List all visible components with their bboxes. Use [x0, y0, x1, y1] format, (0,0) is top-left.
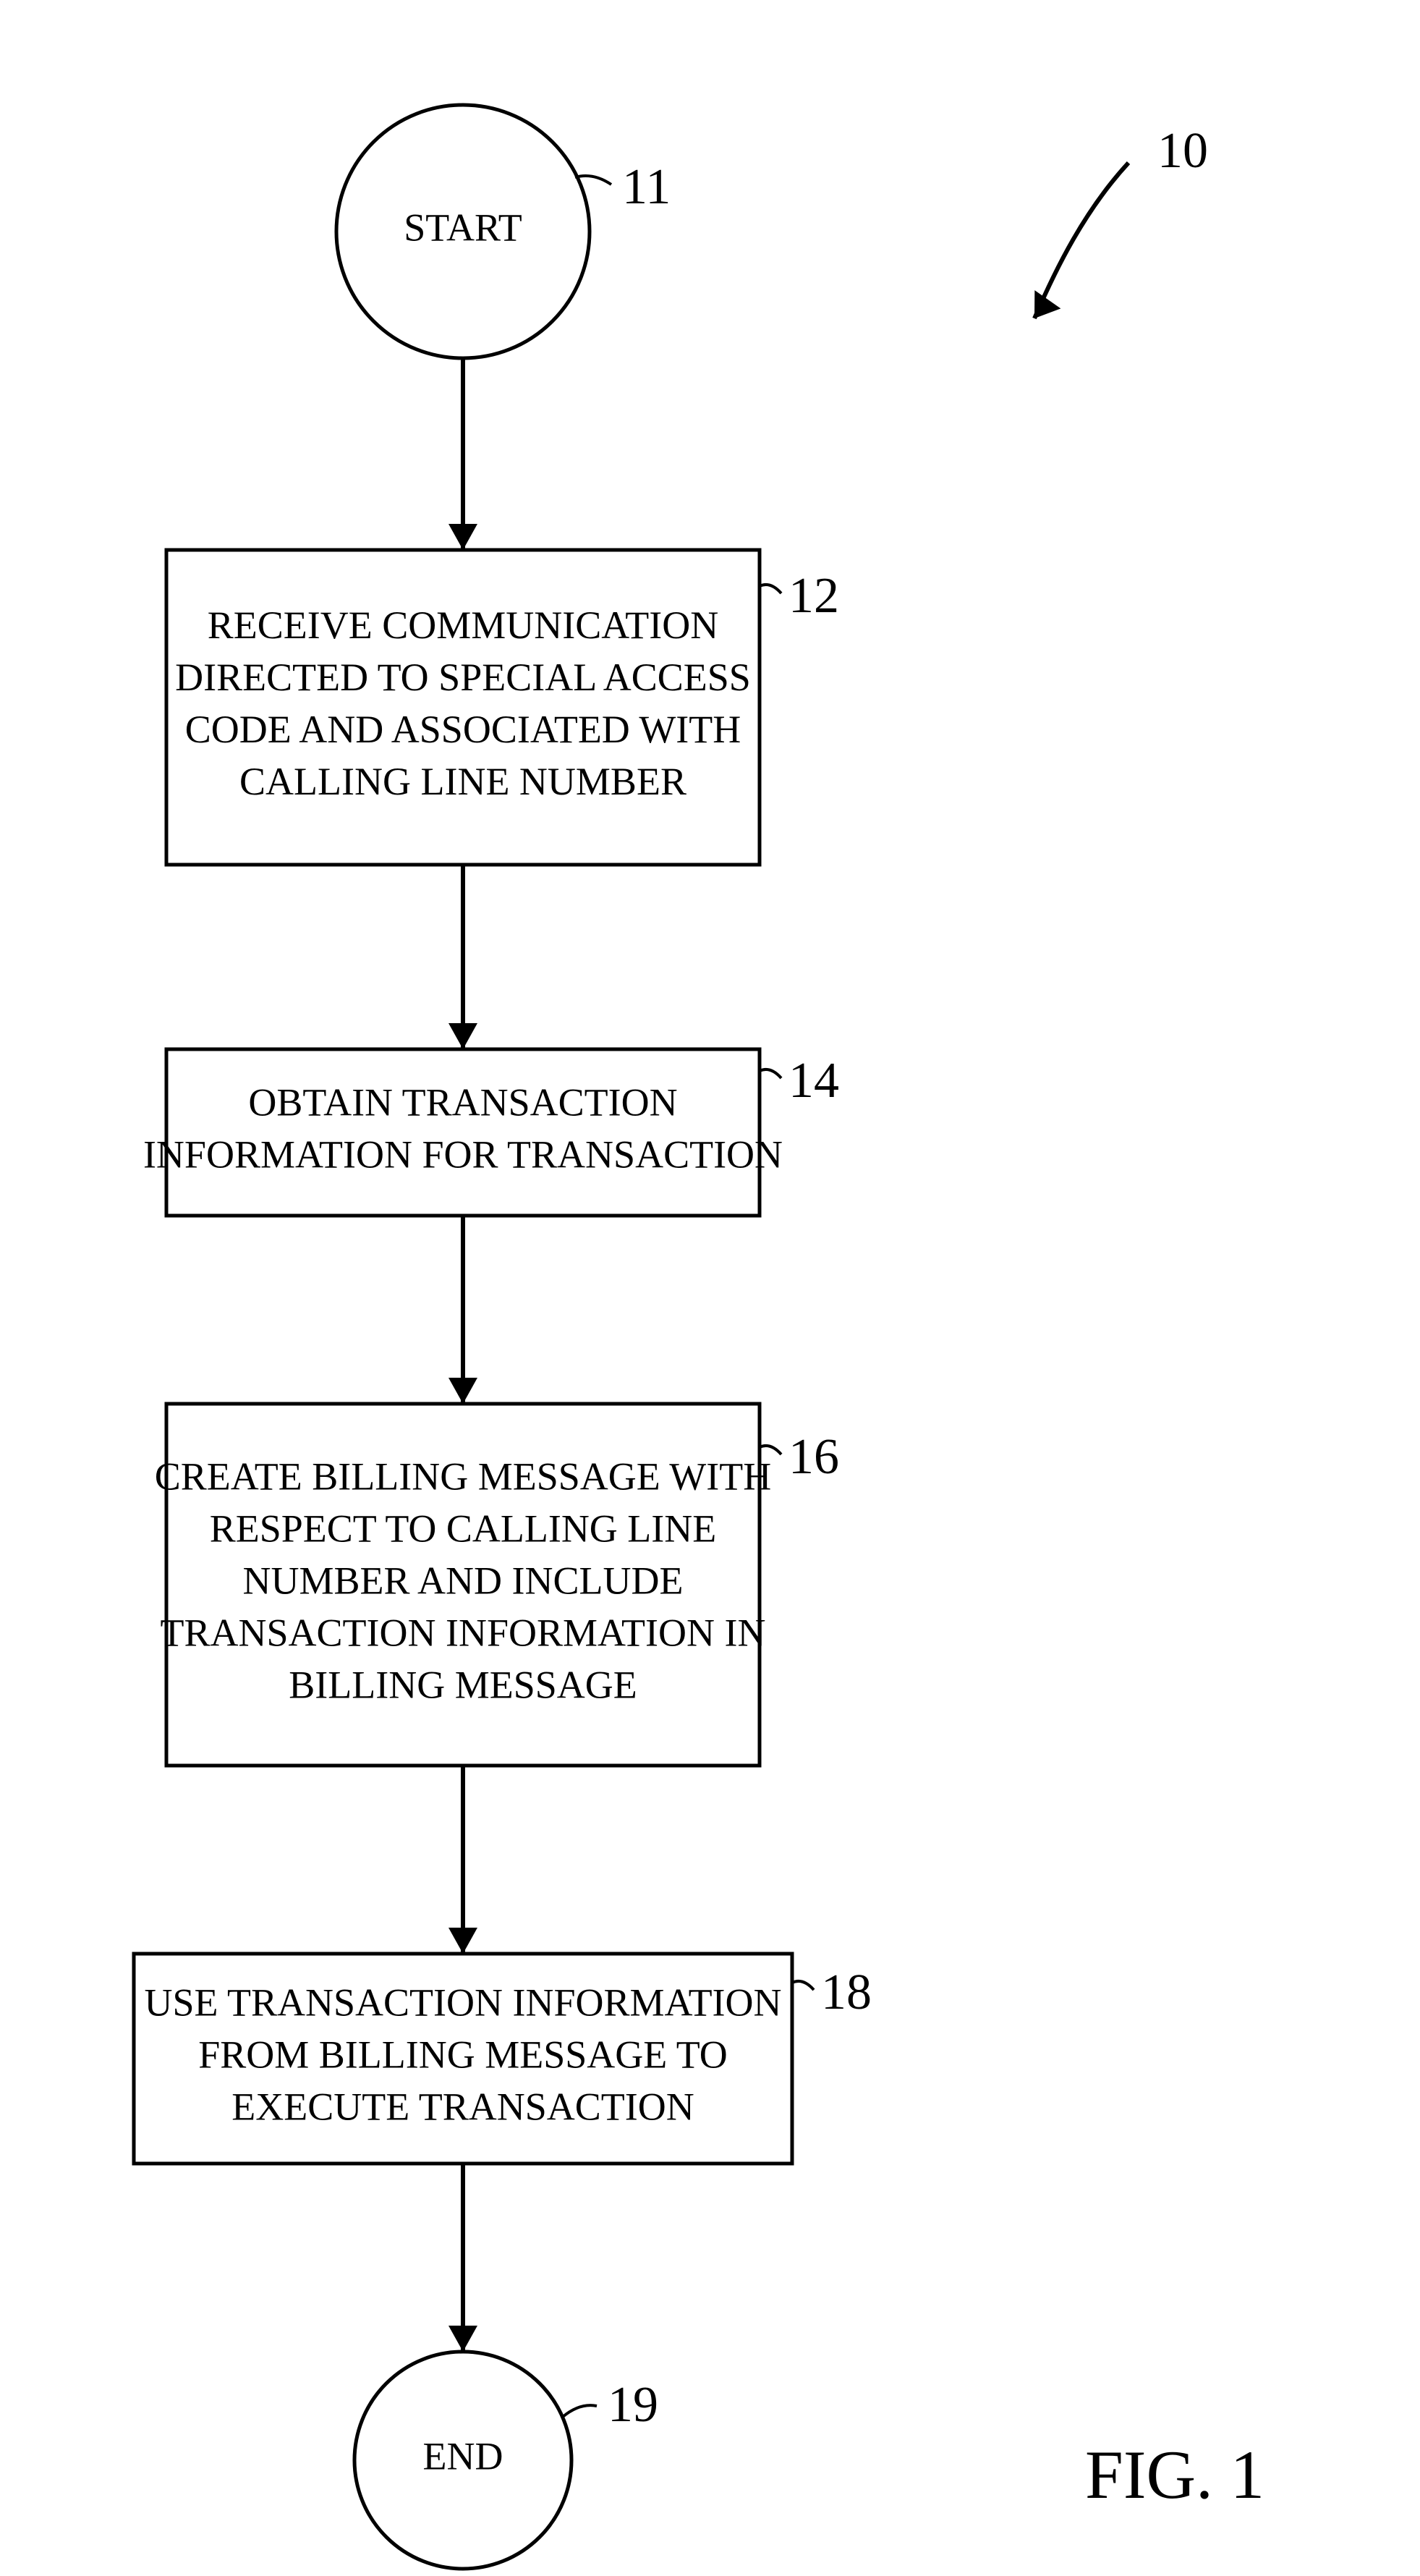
flow-node-text-step16: RESPECT TO CALLING LINE [210, 1507, 717, 1550]
flow-node-text-start: START [404, 206, 522, 249]
node-label-step16: 16 [788, 1429, 839, 1485]
flow-node-text-step12: DIRECTED TO SPECIAL ACCESS [175, 656, 751, 699]
flow-node-text-end: END [423, 2434, 503, 2478]
flow-node-text-step12: CALLING LINE NUMBER [239, 760, 686, 803]
flow-node-text-step18: EXECUTE TRANSACTION [231, 2085, 694, 2128]
flowchart-svg: 10 START 11 RECEIVE COMMUNICATION DIRECTED T… [0, 0, 1420, 2576]
flow-node-text-step14: INFORMATION FOR TRANSACTION [143, 1132, 783, 1176]
node-label-step14: 14 [788, 1053, 839, 1109]
bg [0, 0, 1420, 2576]
flow-node-text-step12: RECEIVE COMMUNICATION [208, 603, 718, 647]
flow-node-text-step12: CODE AND ASSOCIATED WITH [185, 708, 741, 751]
flow-node-text-step16: CREATE BILLING MESSAGE WITH [155, 1454, 771, 1498]
flow-node-text-step16: NUMBER AND INCLUDE [242, 1559, 683, 1602]
node-label-step12: 12 [788, 568, 839, 624]
flow-node-text-step16: TRANSACTION INFORMATION IN [161, 1611, 766, 1654]
flow-node-text-step18: USE TRANSACTION INFORMATION [144, 1980, 781, 2024]
page-container: 10 START 11 RECEIVE COMMUNICATION DIRECTED T… [0, 0, 1420, 2576]
node-label-start: 11 [622, 159, 671, 215]
flow-node-text-step14: OBTAIN TRANSACTION [248, 1080, 677, 1124]
flow-node-text-step16: BILLING MESSAGE [289, 1663, 637, 1706]
figure-label: FIG. 1 [1085, 2436, 1264, 2513]
node-label-end: 19 [608, 2377, 658, 2433]
diagram-label: 10 [1157, 123, 1208, 179]
node-label-step18: 18 [821, 1965, 872, 2020]
flow-node-text-step18: FROM BILLING MESSAGE TO [198, 2033, 728, 2076]
